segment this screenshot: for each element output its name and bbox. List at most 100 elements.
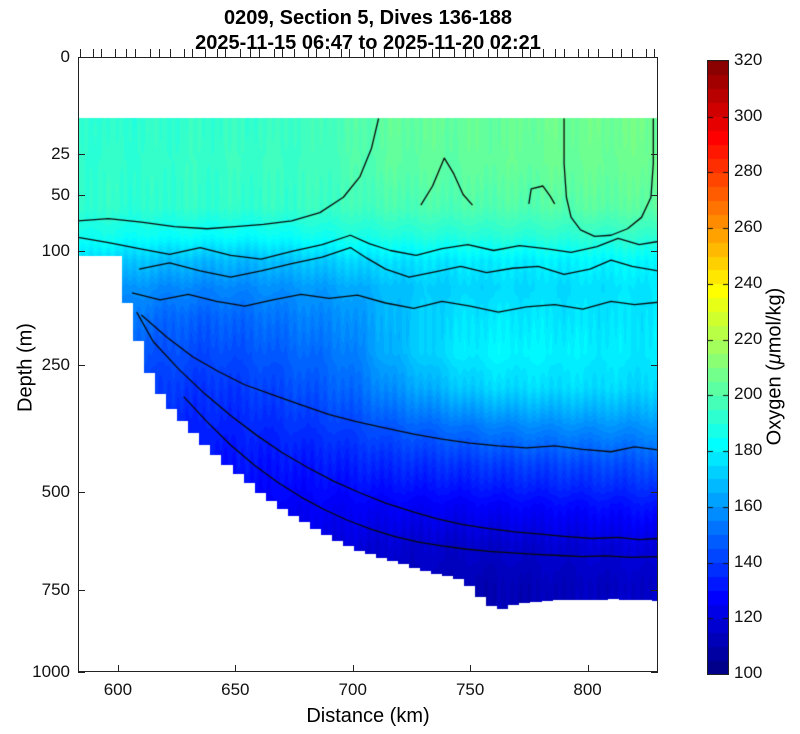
- dive-tick-mark: [239, 49, 241, 57]
- dive-tick-mark: [307, 49, 309, 57]
- dive-tick-mark: [149, 49, 151, 57]
- x-tick-mark: [235, 665, 237, 672]
- colorbar-tick-label: 100: [734, 663, 763, 682]
- dive-tick-mark: [169, 49, 171, 57]
- y-tick-label: 25: [51, 144, 70, 164]
- x-tick-mark: [352, 665, 354, 672]
- x-tick-label: 700: [338, 680, 367, 699]
- dive-tick-mark: [464, 49, 466, 57]
- plot-title: 0209, Section 5, Dives 136-188: [224, 7, 512, 29]
- dive-tick-mark: [646, 49, 648, 57]
- dive-tick-mark: [115, 49, 117, 57]
- dive-tick-mark: [563, 49, 565, 57]
- dive-tick-mark: [329, 49, 331, 57]
- dive-tick-mark: [555, 49, 557, 57]
- y-tick-label: 750: [41, 579, 70, 599]
- dive-tick-mark: [431, 49, 433, 57]
- plot-subtitle: 2025-11-15 06:47 to 2025-11-20 02:21: [195, 32, 541, 54]
- colorbar-tick-label: 300: [734, 105, 763, 125]
- colorbar-tick-label: 280: [734, 161, 763, 181]
- colorbar-tick-label: 240: [734, 272, 763, 292]
- y-tick-label: 100: [41, 241, 70, 261]
- dive-tick-mark: [632, 49, 634, 57]
- dive-tick-mark: [282, 49, 284, 57]
- colorbar-tick-label: 180: [734, 440, 763, 460]
- x-axis-label: Distance (km): [306, 705, 430, 727]
- dive-tick-mark: [125, 49, 127, 57]
- y-tick-label: 1000: [32, 662, 70, 681]
- colorbar-tick-label: 320: [734, 50, 763, 69]
- y-tick-mark-right: [651, 589, 658, 591]
- oxygen-section-canvas: [78, 57, 658, 672]
- dive-tick-mark: [577, 49, 579, 57]
- dive-tick-mark: [349, 49, 351, 57]
- dive-tick-mark: [158, 49, 160, 57]
- dive-tick-mark: [508, 49, 509, 57]
- dive-tick-mark: [294, 49, 296, 57]
- dive-tick-mark: [363, 49, 365, 57]
- dive-tick-mark: [398, 49, 400, 57]
- y-tick-mark-right: [651, 154, 658, 156]
- y-tick-mark-right: [651, 364, 658, 366]
- y-tick-mark: [78, 57, 85, 58]
- y-tick-mark: [78, 194, 85, 196]
- mu-symbol: μ: [763, 353, 786, 365]
- y-tick-mark: [78, 672, 85, 673]
- dive-tick-mark: [453, 49, 455, 57]
- dive-tick-mark: [542, 49, 544, 57]
- dive-tick-mark: [183, 49, 185, 57]
- dive-tick-mark: [249, 49, 251, 57]
- y-tick-label: 50: [51, 184, 70, 204]
- y-tick-label: 500: [41, 481, 70, 501]
- colorbar-tick-label: 260: [734, 217, 763, 237]
- colorbar-tick-label: 220: [734, 328, 763, 348]
- dive-tick-mark: [588, 49, 590, 57]
- x-tick-mark: [587, 665, 589, 672]
- dive-tick-mark: [225, 49, 227, 57]
- x-tick-label: 800: [573, 680, 602, 699]
- y-tick-label: 250: [41, 354, 70, 374]
- y-tick-mark-right: [651, 672, 658, 673]
- dive-tick-mark: [497, 49, 499, 57]
- y-tick-mark: [78, 364, 85, 366]
- dive-tick-mark: [530, 49, 532, 57]
- dive-tick-mark: [191, 49, 193, 57]
- y-tick-mark-right: [651, 251, 658, 253]
- y-tick-mark-right: [651, 57, 658, 58]
- x-tick-label: 600: [103, 680, 133, 699]
- y-tick-mark: [78, 589, 85, 591]
- y-tick-mark-right: [651, 491, 658, 493]
- dive-tick-mark: [80, 49, 82, 57]
- dive-tick-mark: [439, 49, 441, 57]
- dive-tick-mark: [273, 49, 275, 57]
- plot-axes-box: [78, 57, 658, 672]
- dive-tick-mark: [522, 49, 524, 57]
- y-tick-mark: [78, 491, 85, 493]
- x-tick-label: 650: [221, 680, 250, 699]
- colorbar-tick-label: 120: [734, 607, 763, 627]
- dive-tick-mark: [597, 49, 599, 57]
- dive-tick-mark: [373, 49, 375, 57]
- dive-tick-mark: [259, 49, 261, 57]
- dive-tick-mark: [315, 49, 317, 57]
- colorbar-label: Oxygen (μmol/kg): [763, 287, 786, 446]
- y-tick-mark: [78, 154, 85, 156]
- dive-tick-mark: [340, 49, 342, 57]
- dive-tick-mark: [383, 49, 385, 57]
- colorbar: [707, 60, 729, 675]
- x-tick-mark: [117, 665, 119, 672]
- dive-tick-mark: [101, 49, 103, 57]
- y-tick-label: 0: [60, 47, 70, 66]
- dive-tick-mark: [612, 49, 614, 57]
- dive-tick-mark: [204, 49, 206, 57]
- dive-tick-mark: [654, 49, 655, 57]
- y-tick-mark-right: [651, 194, 658, 196]
- dive-tick-mark: [93, 49, 95, 57]
- colorbar-tick-label: 200: [734, 384, 763, 404]
- dive-tick-mark: [418, 49, 420, 57]
- dive-tick-mark: [488, 49, 490, 57]
- y-tick-mark: [78, 251, 85, 253]
- colorbar-tick-label: 140: [734, 551, 763, 571]
- dive-tick-mark: [406, 49, 408, 57]
